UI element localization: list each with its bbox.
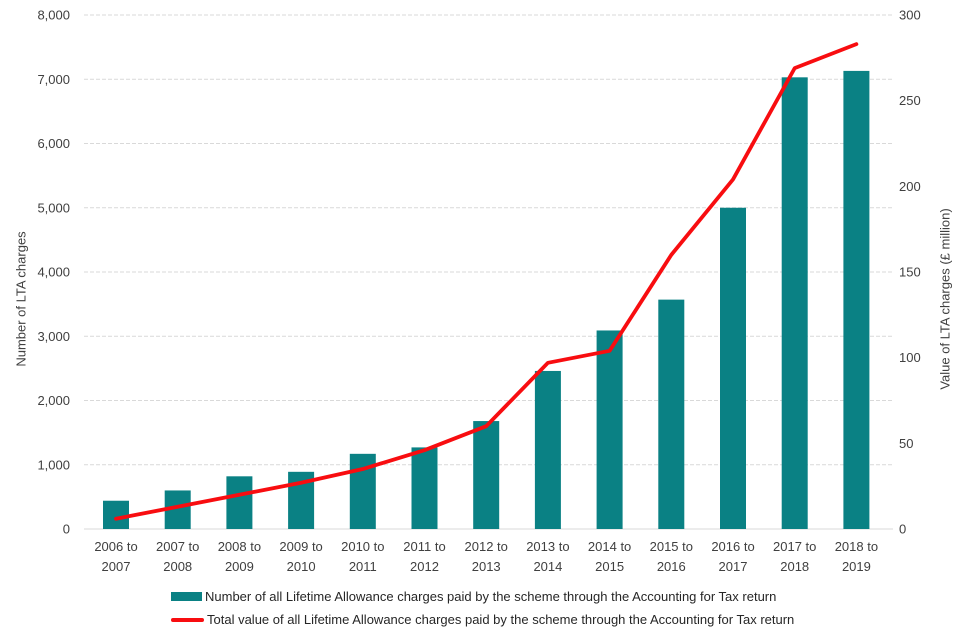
x-axis-tick-label-line1: 2013 to — [526, 539, 569, 554]
left-axis-tick-label: 2,000 — [37, 393, 70, 408]
bar-2008-to-2009 — [226, 476, 253, 529]
x-axis-tick-label-line1: 2006 to — [94, 539, 137, 554]
x-axis-tick-label-line2: 2008 — [163, 559, 192, 574]
bar-2016-to-2017 — [720, 207, 746, 529]
left-axis-tick-label: 1,000 — [37, 457, 70, 472]
left-axis-tick-label: 6,000 — [37, 136, 70, 151]
bar-2018-to-2019 — [843, 70, 870, 530]
x-axis-tick-label-line1: 2009 to — [279, 539, 322, 554]
left-axis-title: Number of LTA charges — [13, 231, 29, 367]
x-axis-tick-label-line2: 2014 — [533, 559, 562, 574]
bar-2013-to-2014 — [534, 370, 561, 529]
bar-2014-to-2015 — [596, 330, 623, 529]
x-axis-tick-label-line1: 2012 to — [465, 539, 508, 554]
bar-2017-to-2018 — [781, 77, 808, 529]
x-axis-tick-label-line2: 2011 — [349, 559, 377, 574]
right-axis-tick-label: 150 — [899, 265, 921, 280]
legend-entry-bars: Number of all Lifetime Allowance charges… — [171, 589, 776, 604]
x-axis-tick-label-line2: 2015 — [595, 559, 624, 574]
x-axis-tick-label-line1: 2015 to — [650, 539, 693, 554]
right-axis-tick-label: 250 — [899, 93, 921, 108]
right-axis-tick-label: 100 — [899, 350, 921, 365]
bar-2015-to-2016 — [658, 299, 685, 529]
x-axis-tick-label-line1: 2018 to — [835, 539, 878, 554]
bar-2012-to-2013 — [473, 421, 500, 529]
x-axis-tick-label-line1: 2017 to — [773, 539, 816, 554]
x-axis-tick-label-line2: 2010 — [287, 559, 316, 574]
right-axis-tick-label: 50 — [899, 436, 913, 451]
x-axis-tick-label-line1: 2016 to — [711, 539, 754, 554]
x-axis-tick-label-line2: 2019 — [842, 559, 871, 574]
legend-entry-line: Total value of all Lifetime Allowance ch… — [171, 612, 794, 627]
right-axis-title: Value of LTA charges (£ million) — [937, 208, 953, 390]
left-axis-tick-label: 3,000 — [37, 329, 70, 344]
left-axis-tick-label: 7,000 — [37, 72, 70, 87]
legend-bar-label: Number of all Lifetime Allowance charges… — [205, 589, 777, 604]
left-axis-tick-label: 5,000 — [37, 200, 70, 215]
legend-line-label: Total value of all Lifetime Allowance ch… — [207, 612, 795, 627]
right-axis-tick-label: 0 — [899, 522, 906, 537]
x-axis-tick-label-line2: 2016 — [657, 559, 686, 574]
x-axis-tick-label-line2: 2018 — [780, 559, 809, 574]
x-axis-tick-label-line2: 2013 — [472, 559, 501, 574]
bar-2011-to-2012 — [411, 447, 438, 529]
legend-bar-swatch — [171, 592, 202, 601]
x-axis-tick-label-line2: 2017 — [719, 559, 748, 574]
x-axis-tick-label-line1: 2007 to — [156, 539, 199, 554]
bar-2006-to-2007 — [103, 500, 129, 529]
x-axis-tick-label-line2: 2012 — [410, 559, 439, 574]
x-axis-tick-label-line1: 2014 to — [588, 539, 631, 554]
x-axis-tick-label-line1: 2008 to — [218, 539, 261, 554]
right-axis-tick-label: 200 — [899, 179, 921, 194]
x-axis-tick-label-line1: 2011 to — [403, 539, 445, 554]
x-axis-tick-label-line2: 2007 — [102, 559, 131, 574]
left-axis-tick-label: 8,000 — [37, 8, 70, 23]
left-axis-tick-label: 0 — [63, 522, 70, 537]
x-axis-tick-label-line2: 2009 — [225, 559, 254, 574]
right-axis-tick-label: 300 — [899, 8, 921, 23]
x-axis-tick-label-line1: 2010 to — [341, 539, 384, 554]
left-axis-tick-label: 4,000 — [37, 265, 70, 280]
value-line — [114, 42, 859, 521]
legend-line-swatch — [171, 617, 204, 622]
